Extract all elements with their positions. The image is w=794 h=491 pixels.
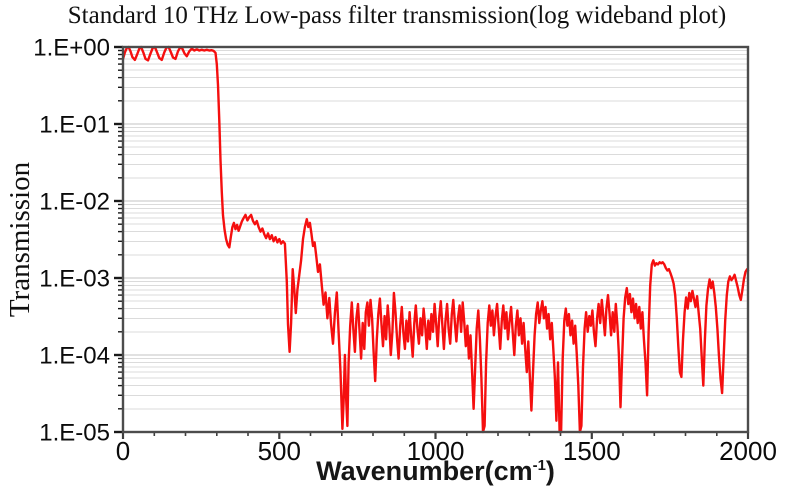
x-tick-label: 1000 [407,436,465,466]
y-tick-label: 1.E-04 [39,343,110,370]
x-axis-title-close: ) [545,456,555,486]
y-tick-label: 1.E-05 [39,420,110,447]
y-tick-label: 1.E+00 [33,35,110,62]
transmission-curve [121,45,750,434]
x-tick-label: 0 [116,436,130,466]
x-axis-title-superscript: -1 [532,458,546,474]
y-tick-label: 1.E-02 [39,189,110,216]
y-axis-title: Transmission [4,161,36,318]
chart-title: Standard 10 THz Low-pass filter transmis… [67,2,727,29]
x-tick-label: 500 [258,436,301,466]
x-axis-title: Wavenumber(cm-1) [123,456,748,487]
plot-frame [121,45,750,434]
y-tick-label: 1.E-03 [39,266,110,293]
x-tick-label: 1500 [563,436,621,466]
x-tick-label: 2000 [719,436,777,466]
x-axis-title-text: Wavenumber(cm [316,456,533,486]
y-tick-label: 1.E-01 [39,112,110,139]
plot-area [123,47,748,432]
